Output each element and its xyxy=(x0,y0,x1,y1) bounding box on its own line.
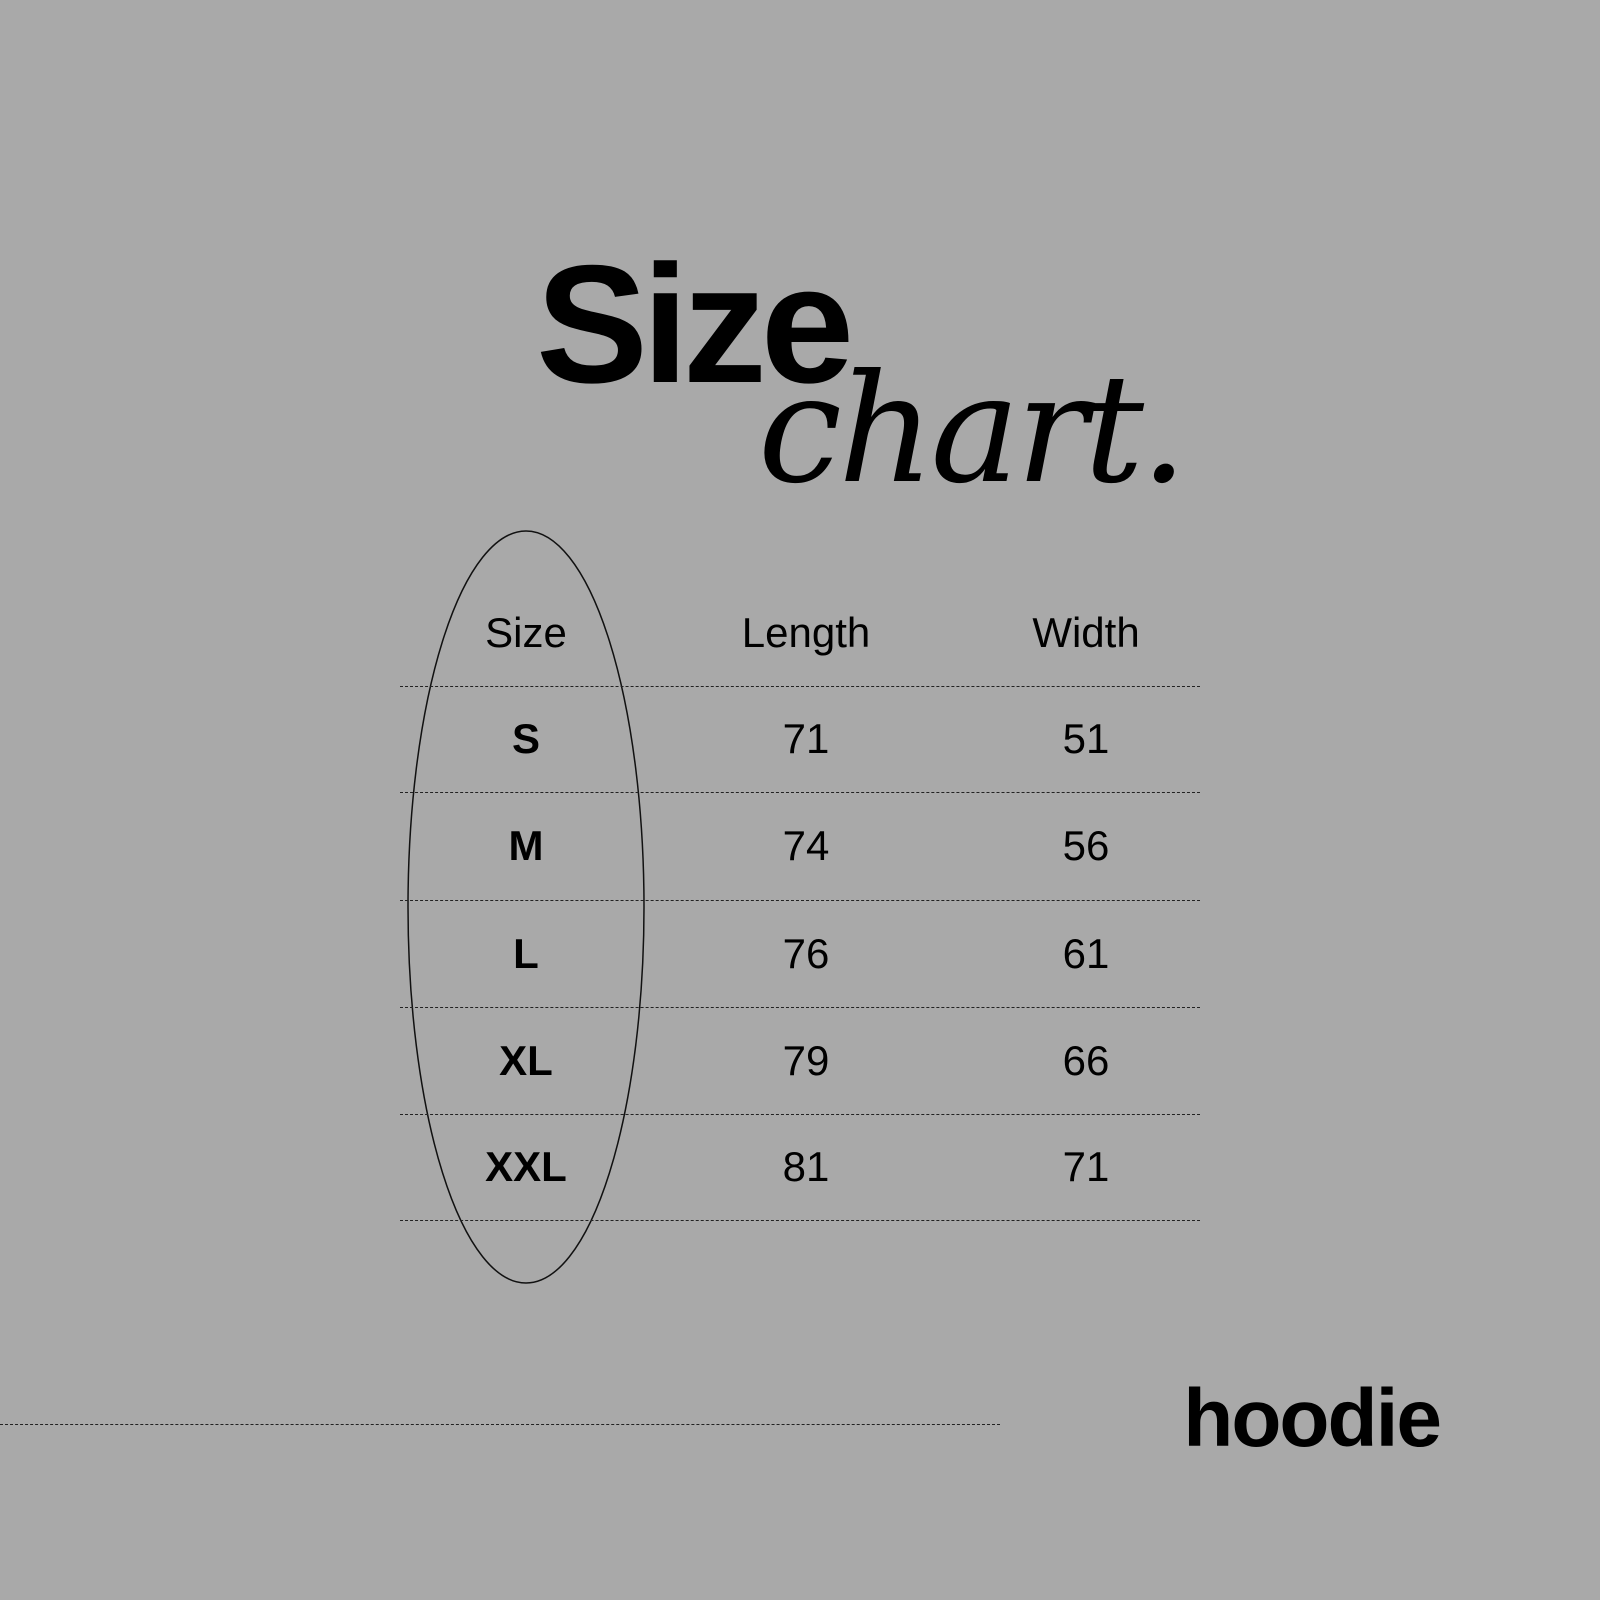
cell-width: 66 xyxy=(1062,1036,1110,1084)
row-divider xyxy=(400,900,1200,901)
row-divider xyxy=(400,1114,1200,1115)
row-divider xyxy=(400,1220,1200,1221)
cell-length: 79 xyxy=(782,1036,830,1084)
brand-label: hoodie xyxy=(1183,1373,1442,1464)
column-header: Length xyxy=(741,609,871,656)
row-divider xyxy=(400,792,1200,793)
cell-width: 71 xyxy=(1062,1143,1110,1190)
title-chart: chart. xyxy=(758,343,1188,517)
cell-size: M xyxy=(508,822,544,869)
cell-width: 61 xyxy=(1062,929,1110,977)
title-size: Size xyxy=(536,230,854,418)
cell-length: 71 xyxy=(782,715,830,762)
cell-width: 51 xyxy=(1062,715,1110,762)
column-header: Size xyxy=(485,609,567,656)
cell-length: 76 xyxy=(782,929,830,977)
column-header: Width xyxy=(1032,609,1140,656)
divider-line xyxy=(0,1424,1000,1425)
cell-size: L xyxy=(513,929,539,977)
row-divider xyxy=(400,686,1200,687)
cell-length: 81 xyxy=(782,1143,830,1190)
cell-size: S xyxy=(511,715,540,762)
cell-size: XXL xyxy=(485,1143,567,1190)
cell-size: XL xyxy=(499,1036,553,1084)
cell-width: 56 xyxy=(1062,822,1110,869)
cell-length: 74 xyxy=(782,822,830,869)
row-divider xyxy=(400,1007,1200,1008)
